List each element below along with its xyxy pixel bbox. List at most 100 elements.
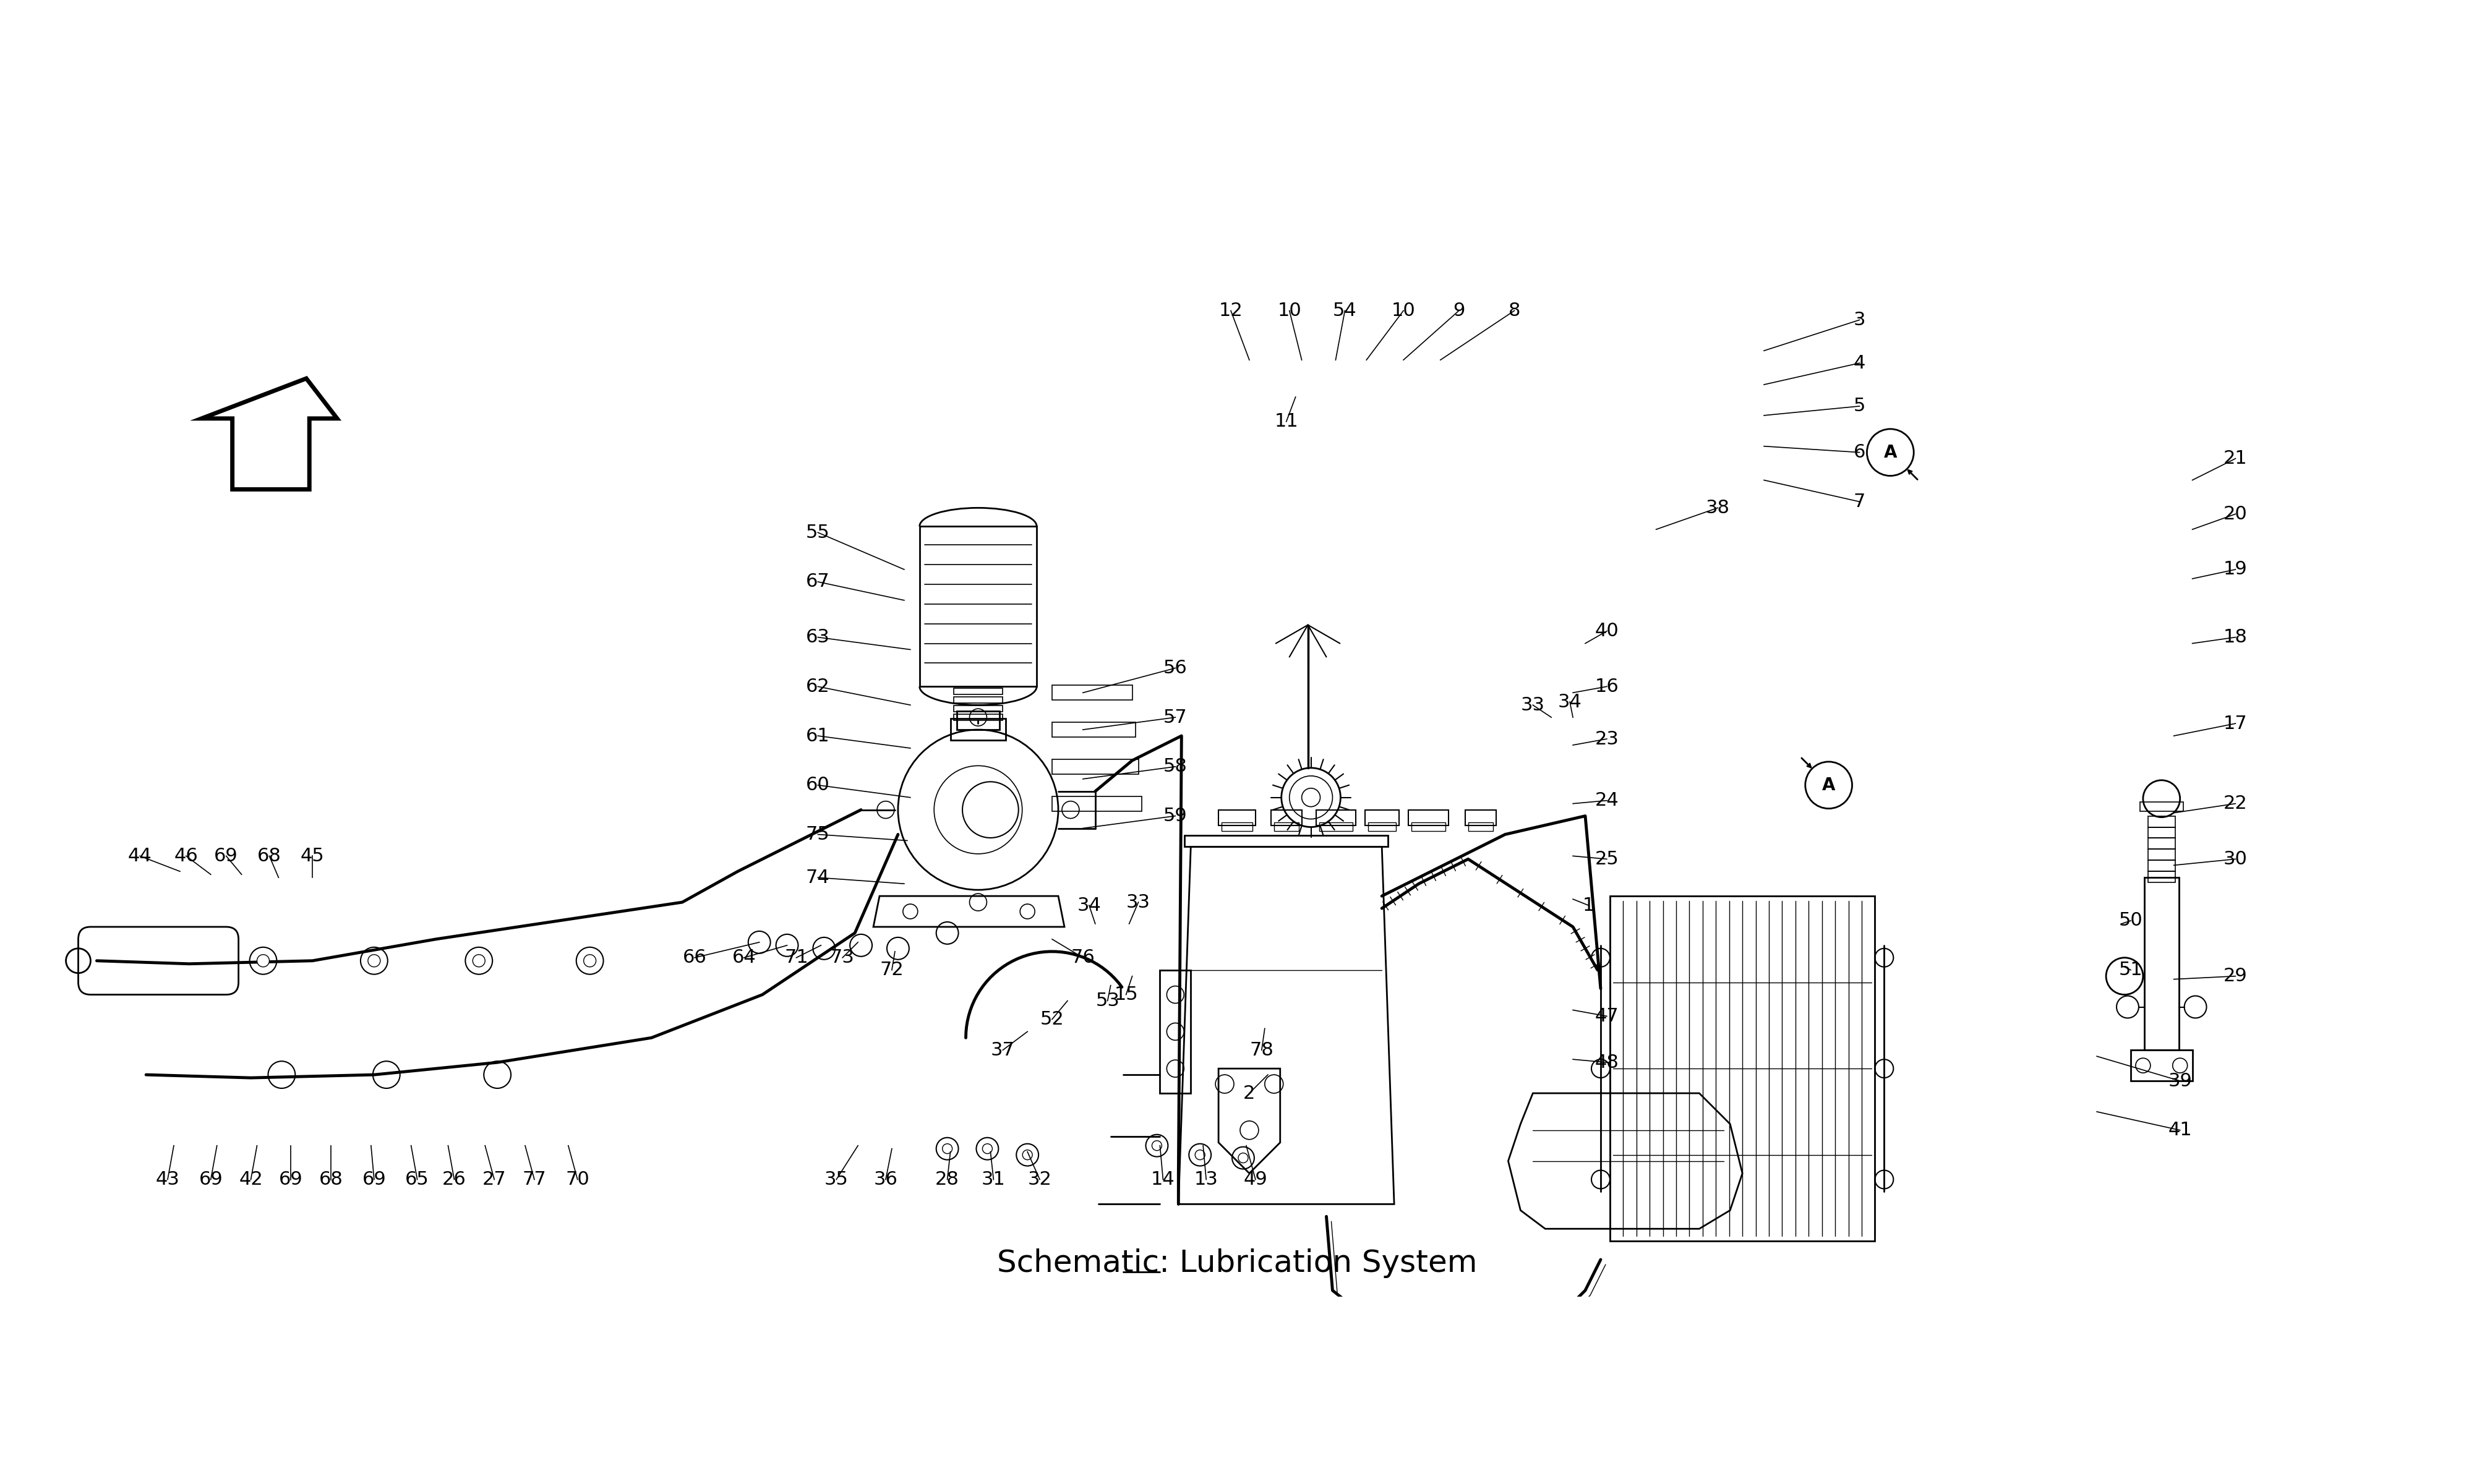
Bar xyxy=(1465,810,1497,825)
Text: 74: 74 xyxy=(807,868,829,886)
Text: 75: 75 xyxy=(807,825,829,843)
Text: 51: 51 xyxy=(2118,962,2142,979)
Text: 3: 3 xyxy=(1853,312,1865,329)
Bar xyxy=(1272,810,1301,825)
Text: 61: 61 xyxy=(807,727,829,745)
Circle shape xyxy=(369,954,381,968)
Text: 36: 36 xyxy=(873,1171,898,1189)
Text: 42: 42 xyxy=(240,1171,262,1189)
Text: 13: 13 xyxy=(1195,1171,1217,1189)
Text: 24: 24 xyxy=(1596,791,1618,809)
Text: 68: 68 xyxy=(319,1171,344,1189)
Text: 34: 34 xyxy=(1076,896,1101,914)
Text: 1: 1 xyxy=(1583,896,1593,914)
Text: 8: 8 xyxy=(1509,301,1522,319)
Text: 26: 26 xyxy=(443,1171,465,1189)
Text: 67: 67 xyxy=(807,573,829,591)
Text: 72: 72 xyxy=(881,962,903,979)
Bar xyxy=(952,706,1002,712)
Text: 7: 7 xyxy=(1853,493,1865,510)
Text: 22: 22 xyxy=(2224,794,2246,813)
Text: 70: 70 xyxy=(567,1171,589,1189)
Bar xyxy=(2130,1051,2192,1080)
Bar xyxy=(1408,810,1447,825)
Text: 30: 30 xyxy=(2224,850,2246,868)
Text: 66: 66 xyxy=(683,948,708,966)
Text: 37: 37 xyxy=(990,1042,1014,1060)
Text: 55: 55 xyxy=(807,524,829,542)
Text: 78: 78 xyxy=(1249,1042,1274,1060)
Text: 77: 77 xyxy=(522,1171,547,1189)
Bar xyxy=(920,527,1037,687)
Bar xyxy=(2140,801,2182,812)
Circle shape xyxy=(584,954,596,968)
Text: 57: 57 xyxy=(1163,708,1188,726)
Text: 76: 76 xyxy=(1071,948,1096,966)
Bar xyxy=(950,718,1007,741)
Text: 60: 60 xyxy=(807,776,829,794)
Text: 21: 21 xyxy=(2224,450,2246,467)
Text: A: A xyxy=(1883,444,1898,462)
Bar xyxy=(952,697,1002,703)
Bar xyxy=(1316,810,1356,825)
Text: 40: 40 xyxy=(1596,622,1618,640)
Text: 68: 68 xyxy=(257,847,282,865)
Text: 33: 33 xyxy=(1522,696,1544,714)
Circle shape xyxy=(473,954,485,968)
Text: 27: 27 xyxy=(482,1171,507,1189)
Bar xyxy=(2147,827,2175,838)
Text: 6: 6 xyxy=(1853,444,1865,462)
Text: 11: 11 xyxy=(1274,413,1299,430)
Text: 28: 28 xyxy=(935,1171,960,1189)
Bar xyxy=(2147,816,2175,827)
Bar xyxy=(957,711,999,730)
Text: A: A xyxy=(1821,776,1836,794)
Text: 69: 69 xyxy=(198,1171,223,1189)
Text: 49: 49 xyxy=(1244,1171,1267,1189)
Text: 38: 38 xyxy=(1705,499,1729,516)
Text: 54: 54 xyxy=(1333,301,1356,319)
Bar xyxy=(1185,835,1388,847)
Text: 73: 73 xyxy=(831,948,854,966)
Text: Schematic: Lubrication System: Schematic: Lubrication System xyxy=(997,1248,1477,1278)
Text: 52: 52 xyxy=(1039,1011,1064,1028)
Bar xyxy=(1413,822,1445,831)
Text: 18: 18 xyxy=(2224,628,2246,646)
Text: 71: 71 xyxy=(784,948,809,966)
Text: 48: 48 xyxy=(1596,1054,1618,1071)
Text: 25: 25 xyxy=(1596,850,1618,868)
Bar xyxy=(2145,877,2180,1051)
Text: 10: 10 xyxy=(1277,301,1301,319)
Text: 47: 47 xyxy=(1596,1008,1618,1025)
Text: 10: 10 xyxy=(1390,301,1415,319)
Text: 53: 53 xyxy=(1096,991,1121,1009)
Bar xyxy=(1319,822,1353,831)
Text: 17: 17 xyxy=(2224,715,2246,733)
Bar xyxy=(2147,861,2175,871)
Text: 43: 43 xyxy=(156,1171,181,1189)
Bar xyxy=(1051,723,1136,738)
Text: 5: 5 xyxy=(1853,398,1865,416)
Bar xyxy=(1366,810,1400,825)
Bar xyxy=(1051,797,1141,812)
Text: 69: 69 xyxy=(280,1171,302,1189)
Text: 44: 44 xyxy=(129,847,151,865)
Text: 29: 29 xyxy=(2224,968,2246,985)
Text: 34: 34 xyxy=(1559,693,1581,711)
Text: 33: 33 xyxy=(1126,893,1150,911)
Text: 69: 69 xyxy=(361,1171,386,1189)
Bar xyxy=(2147,838,2175,849)
Bar xyxy=(1368,822,1395,831)
Circle shape xyxy=(257,954,270,968)
Text: 46: 46 xyxy=(173,847,198,865)
Text: 12: 12 xyxy=(1220,301,1242,319)
Text: 45: 45 xyxy=(299,847,324,865)
Text: 32: 32 xyxy=(1027,1171,1051,1189)
Bar xyxy=(2147,871,2175,883)
Bar xyxy=(1051,760,1138,775)
Text: 58: 58 xyxy=(1163,758,1188,776)
Bar xyxy=(952,714,1002,720)
Bar xyxy=(1160,971,1190,1094)
Bar xyxy=(1274,822,1299,831)
Text: 16: 16 xyxy=(1596,678,1618,696)
